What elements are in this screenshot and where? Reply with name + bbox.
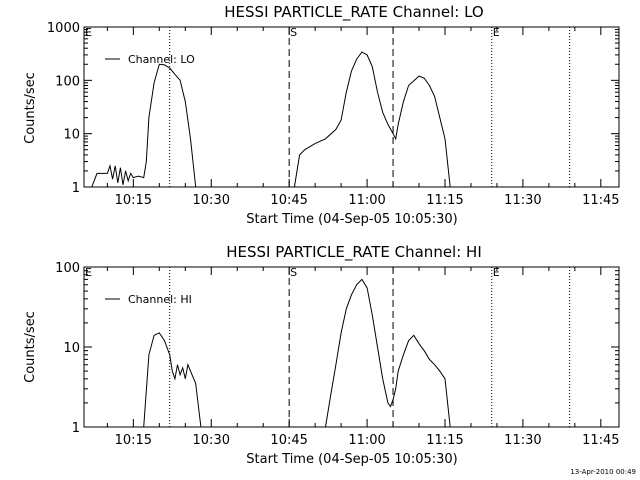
chart-hi-xtick-label: 11:00 bbox=[348, 433, 385, 448]
chart-hi-ytick-label: 10 bbox=[63, 341, 80, 356]
chart-lo-ytick-label: 1 bbox=[72, 181, 80, 196]
chart-lo-xtick-label: 11:30 bbox=[504, 193, 541, 208]
chart-lo-plot: 10:15 10:30 10:45 11:00 11:15 11:30 11:45 1 10 10… bbox=[47, 21, 620, 208]
chart-lo-ytick-label: 100 bbox=[55, 74, 80, 89]
chart-hi-title: HESSI PARTICLE_RATE Channel: HI bbox=[226, 243, 482, 262]
chart-lo-xlabel: Start Time (04-Sep-05 10:05:30) bbox=[246, 212, 457, 227]
chart-hi-xtick-label: 10:30 bbox=[193, 433, 230, 448]
chart-hi-xtick-label: 10:15 bbox=[115, 433, 152, 448]
chart-lo-series-line bbox=[91, 63, 197, 188]
chart-lo-xtick-label: 10:45 bbox=[270, 193, 307, 208]
chart-hi-legend-label: Channel: HI bbox=[128, 293, 192, 306]
chart-lo-panel: HESSI PARTICLE_RATE Channel: LO Counts/s… bbox=[23, 3, 484, 227]
chart-hi-ylabel: Counts/sec bbox=[23, 311, 38, 383]
chart-lo-ytick-label: 10 bbox=[63, 128, 80, 143]
chart-hi-xlabel: Start Time (04-Sep-05 10:05:30) bbox=[246, 452, 457, 467]
chart-lo-ylabel: Counts/sec bbox=[23, 72, 38, 144]
chart-hi-xtick-label: 11:30 bbox=[504, 433, 541, 448]
chart-hi-xtick-label: 11:15 bbox=[426, 433, 463, 448]
chart-hi-frame bbox=[83, 266, 620, 428]
chart-lo-xtick-label: 10:30 bbox=[193, 193, 230, 208]
chart-lo-xtick-label: 11:15 bbox=[426, 193, 463, 208]
chart-lo-xtick-label: 11:45 bbox=[582, 193, 619, 208]
chart-lo-xtick-label: 11:00 bbox=[348, 193, 385, 208]
chart-hi-panel: HESSI PARTICLE_RATE Channel: HI Counts/s… bbox=[23, 243, 482, 467]
chart-hi-series-line bbox=[143, 332, 202, 428]
chart-hi-xtick-label: 10:45 bbox=[270, 433, 307, 448]
chart-hi-marker-label: E bbox=[493, 266, 500, 279]
footer-timestamp: 13-Apr-2010 00:49 bbox=[570, 468, 636, 476]
chart-lo-ytick-label: 1000 bbox=[47, 21, 80, 36]
chart-hi-ytick-label: 1 bbox=[72, 421, 80, 436]
chart-hi-xtick-label: 11:45 bbox=[582, 433, 619, 448]
chart-lo-series-line bbox=[293, 51, 451, 188]
chart-lo-legend-label: Channel: LO bbox=[128, 53, 195, 66]
chart-lo-marker-label: E bbox=[493, 26, 500, 39]
chart-hi-corner-label: E bbox=[85, 266, 92, 279]
chart-lo-xtick-label: 10:15 bbox=[115, 193, 152, 208]
chart-lo-frame bbox=[83, 26, 620, 188]
chart-lo-marker-label: S bbox=[290, 26, 297, 39]
chart-lo-title: HESSI PARTICLE_RATE Channel: LO bbox=[224, 3, 483, 22]
chart-hi-plot: 10:15 10:30 10:45 11:00 11:15 11:30 11:45 1 10 10… bbox=[55, 261, 619, 448]
chart-hi-series-line bbox=[325, 278, 451, 428]
chart-hi-marker-label: S bbox=[290, 266, 297, 279]
chart-lo-corner-label: E bbox=[85, 26, 92, 39]
chart-hi-ytick-label: 100 bbox=[55, 261, 80, 276]
